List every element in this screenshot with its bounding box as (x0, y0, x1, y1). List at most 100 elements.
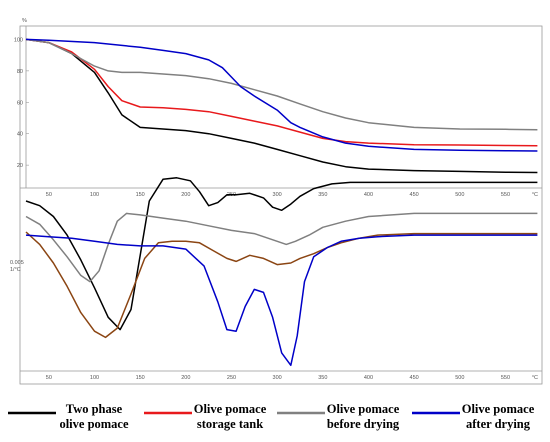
dtg-x-tick-label: 300 (273, 375, 282, 381)
tg-data-point (345, 117, 347, 119)
dtg-data-point (94, 240, 96, 242)
tg-data-point (94, 68, 96, 70)
dtg-data-point (66, 234, 68, 236)
dtg-data-point (349, 182, 351, 184)
dtg-data-point (190, 180, 192, 182)
tg-data-point (231, 138, 233, 140)
dtg-data-point (276, 240, 278, 242)
tg-data-point (290, 122, 292, 124)
dtg-data-point (208, 225, 210, 227)
dtg-data-point (537, 182, 539, 184)
tg-data-point (253, 120, 255, 122)
dtg-data-point (25, 231, 27, 233)
dtg-data-point (158, 242, 160, 244)
tg-data-point (162, 50, 164, 52)
dtg-data-point (53, 262, 55, 264)
tg-data-point (253, 142, 255, 144)
tg-data-point (459, 149, 461, 151)
dtg-data-point (368, 182, 370, 184)
tg-data-point (299, 131, 301, 133)
tg-y-tick-label: 60 (17, 100, 23, 106)
tg-data-point (459, 128, 461, 130)
dtg-data-point (25, 234, 27, 236)
tg-data-point (240, 86, 242, 88)
tg-data-point (276, 149, 278, 151)
dtg-data-point (162, 217, 164, 219)
dtg-data-point (199, 191, 201, 193)
tg-data-point (368, 168, 370, 170)
tg-data-point (537, 129, 539, 131)
dtg-data-point (39, 205, 41, 207)
dtg-data-point (263, 292, 265, 294)
dtg-data-point (505, 213, 507, 215)
tg-y-tick-label: 40 (17, 132, 23, 138)
dtg-y-axis-label: 1/°C (10, 267, 21, 273)
dtg-data-point (345, 220, 347, 222)
dtg-data-point (377, 236, 379, 238)
dtg-data-point (130, 293, 132, 295)
dtg-x-tick-label: 250 (227, 375, 236, 381)
dtg-data-point (139, 245, 141, 247)
dtg-series (25, 212, 539, 283)
dtg-data-point (537, 213, 539, 215)
tg-data-point (459, 144, 461, 146)
tg-data-point (537, 145, 539, 147)
dtg-data-point (66, 256, 68, 258)
tg-data-point (368, 122, 370, 124)
legend-label: after drying (466, 417, 531, 431)
tg-data-point (413, 127, 415, 129)
dtg-data-point (144, 258, 146, 260)
dtg-data-point (285, 244, 287, 246)
tg-data-point (368, 142, 370, 144)
tg-data-point (231, 116, 233, 118)
tg-data-point (139, 127, 141, 129)
tg-data-point (322, 136, 324, 138)
dtg-data-point (505, 234, 507, 236)
tg-series (25, 38, 539, 131)
dtg-x-tick-label: 450 (410, 375, 419, 381)
dtg-data-point (377, 234, 379, 236)
legend-label: Two phase (66, 402, 123, 416)
dtg-data-point (80, 259, 82, 261)
dtg-data-point (505, 182, 507, 184)
tg-series (25, 38, 539, 147)
tg-data-point (48, 42, 50, 44)
dtg-data-point (203, 265, 205, 267)
dtg-data-point (126, 213, 128, 215)
dtg-data-point (290, 203, 292, 205)
tg-data-point (94, 42, 96, 44)
tg-data-point (253, 95, 255, 97)
tg-data-point (231, 83, 233, 85)
tg-series-line (25, 38, 538, 131)
dtg-series (25, 234, 538, 367)
dtg-data-point (281, 352, 283, 354)
tg-data-point (505, 171, 507, 173)
tg-data-point (276, 95, 278, 97)
dtg-data-point (98, 270, 100, 272)
tg-data-point (276, 109, 278, 111)
dtg-data-point (413, 182, 415, 184)
chart-frame (19, 25, 543, 385)
tg-data-point (276, 125, 278, 127)
dtg-data-point (304, 281, 306, 283)
legend-label: before drying (327, 417, 400, 431)
dtg-data-point (253, 233, 255, 235)
dtg-data-point (162, 178, 164, 180)
dtg-series-line (25, 177, 538, 331)
dtg-data-point (459, 182, 461, 184)
dtg-data-point (25, 200, 27, 202)
dtg-data-point (199, 242, 201, 244)
legend-label: Olive pomace (194, 402, 267, 416)
tg-data-point (459, 171, 461, 173)
tg-data-point (322, 161, 324, 163)
tg-series-line (25, 38, 538, 147)
tg-series (25, 38, 538, 174)
tg-data-point (139, 46, 141, 48)
tg-data-point (185, 130, 187, 132)
dtg-data-point (48, 236, 50, 238)
dtg-data-point (413, 213, 415, 215)
tg-data-point (222, 67, 224, 69)
tg-y-axis-label: % (22, 18, 27, 24)
tg-data-point (25, 39, 27, 41)
